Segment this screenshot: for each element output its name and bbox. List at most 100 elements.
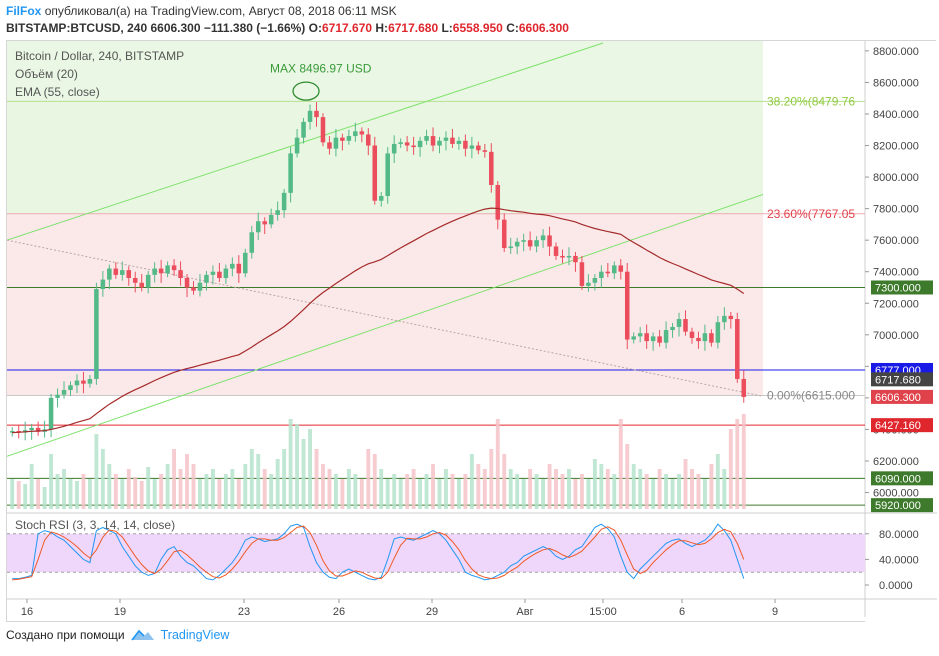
volume-bar: [631, 464, 636, 509]
candle-body: [624, 271, 630, 340]
candle-body: [210, 271, 216, 275]
candle-body: [378, 195, 384, 201]
candle-body: [521, 240, 526, 242]
candle-body: [650, 336, 656, 342]
price-tag-label: 6427.160: [875, 420, 921, 432]
volume-bar: [372, 454, 377, 509]
candle-body: [132, 278, 138, 283]
volume-bar: [133, 477, 138, 509]
volume-bar: [49, 454, 54, 509]
candle-body: [566, 255, 572, 258]
candle-body: [223, 268, 229, 279]
publish-line: FilFox опубликовал(а) на TradingView.com…: [6, 4, 397, 18]
volume-bar: [385, 479, 390, 509]
candle-body: [35, 427, 41, 432]
volume-bar: [217, 479, 222, 509]
volume-bar: [670, 479, 675, 509]
candle-body: [29, 427, 34, 431]
volume-bar: [696, 474, 701, 509]
volume-bar: [113, 474, 118, 509]
low-value: 6558.950: [452, 21, 503, 35]
candle-body: [9, 431, 15, 433]
price-tag-label: 6717.680: [875, 374, 921, 386]
volume-bar: [29, 464, 34, 509]
volume-bar: [592, 459, 597, 509]
candle-body: [320, 117, 326, 143]
candle-body: [553, 246, 559, 256]
volume-bar: [308, 429, 312, 509]
candle-body: [508, 246, 513, 249]
candle-body: [48, 397, 54, 430]
chart-area[interactable]: 38.20%(8479.76 23.60%(7767.05 0.00%(6615.0…: [6, 40, 937, 623]
price-tag-label: 6606.300: [875, 392, 921, 404]
volume-bar: [178, 469, 183, 509]
volume-bar: [664, 474, 669, 509]
volume-bar: [398, 479, 403, 509]
volume-bar: [185, 454, 189, 509]
volume-bar: [741, 414, 746, 509]
volume-bar: [172, 449, 177, 509]
tradingview-link[interactable]: TradingView: [160, 628, 230, 642]
stoch-tick-label: 80.0000: [879, 529, 919, 541]
candle-body: [741, 378, 747, 397]
candle-body: [437, 140, 442, 146]
candle-body: [294, 137, 300, 154]
y-tick-label: 8200.000: [873, 141, 919, 153]
volume-bar: [243, 464, 248, 509]
volume-bar: [469, 454, 474, 509]
candle-body: [398, 142, 403, 144]
volume-bar: [392, 474, 397, 509]
volume-bar: [333, 474, 338, 509]
price-chart[interactable]: 38.20%(8479.76 23.60%(7767.05 0.00%(6615.0…: [7, 41, 937, 623]
volume-bar: [586, 479, 591, 509]
volume-bar: [282, 449, 287, 509]
volume-bar: [340, 479, 345, 509]
volume-bar: [42, 487, 47, 509]
candle-body: [74, 380, 80, 386]
candle-body: [107, 268, 112, 280]
candle-body: [230, 263, 235, 269]
volume-bar: [405, 474, 410, 509]
author-link[interactable]: FilFox: [6, 4, 42, 18]
volume-bar: [301, 439, 306, 509]
volume-bar: [541, 479, 546, 509]
price-tag-label: 6090.000: [875, 473, 921, 485]
volume-bar: [314, 449, 319, 509]
volume-bar: [715, 454, 720, 509]
x-tick-label: 19: [114, 606, 126, 618]
candle-body: [255, 221, 261, 233]
candle-body: [547, 235, 552, 247]
volume-bar: [230, 469, 235, 509]
candle-body: [592, 278, 598, 283]
tradingview-logo-icon: [131, 629, 154, 641]
volume-bar: [489, 449, 494, 509]
volume-bar: [94, 434, 99, 509]
volume-bar: [560, 474, 565, 509]
volume-bar: [346, 469, 351, 509]
volume-bar: [418, 479, 423, 509]
candle-body: [689, 331, 695, 338]
volume-bar: [683, 459, 688, 509]
volume-bar: [528, 469, 533, 509]
volume-bar: [295, 424, 300, 509]
volume-bar: [139, 481, 144, 509]
volume-bar: [567, 469, 571, 509]
volume-bar: [159, 474, 164, 509]
volume-bar: [107, 464, 112, 509]
candle-body: [417, 140, 423, 148]
volume-bar: [146, 467, 151, 509]
candle-body: [663, 330, 669, 343]
x-tick-label: 15:00: [589, 606, 617, 618]
candle-body: [404, 142, 410, 146]
candle-body: [372, 145, 378, 201]
candle-body: [391, 143, 397, 154]
footer: Создано при помощи TradingView: [6, 628, 229, 642]
candle-body: [307, 110, 313, 122]
candle-body: [139, 282, 144, 288]
stoch-tick-label: 0.0000: [879, 580, 913, 592]
low-label: L:: [441, 21, 453, 35]
volume-bar: [68, 479, 73, 509]
fib-zone-23: [7, 213, 763, 396]
y-tick-label: 7400.000: [873, 267, 919, 279]
fib-label-23: 23.60%(7767.05: [767, 207, 855, 221]
